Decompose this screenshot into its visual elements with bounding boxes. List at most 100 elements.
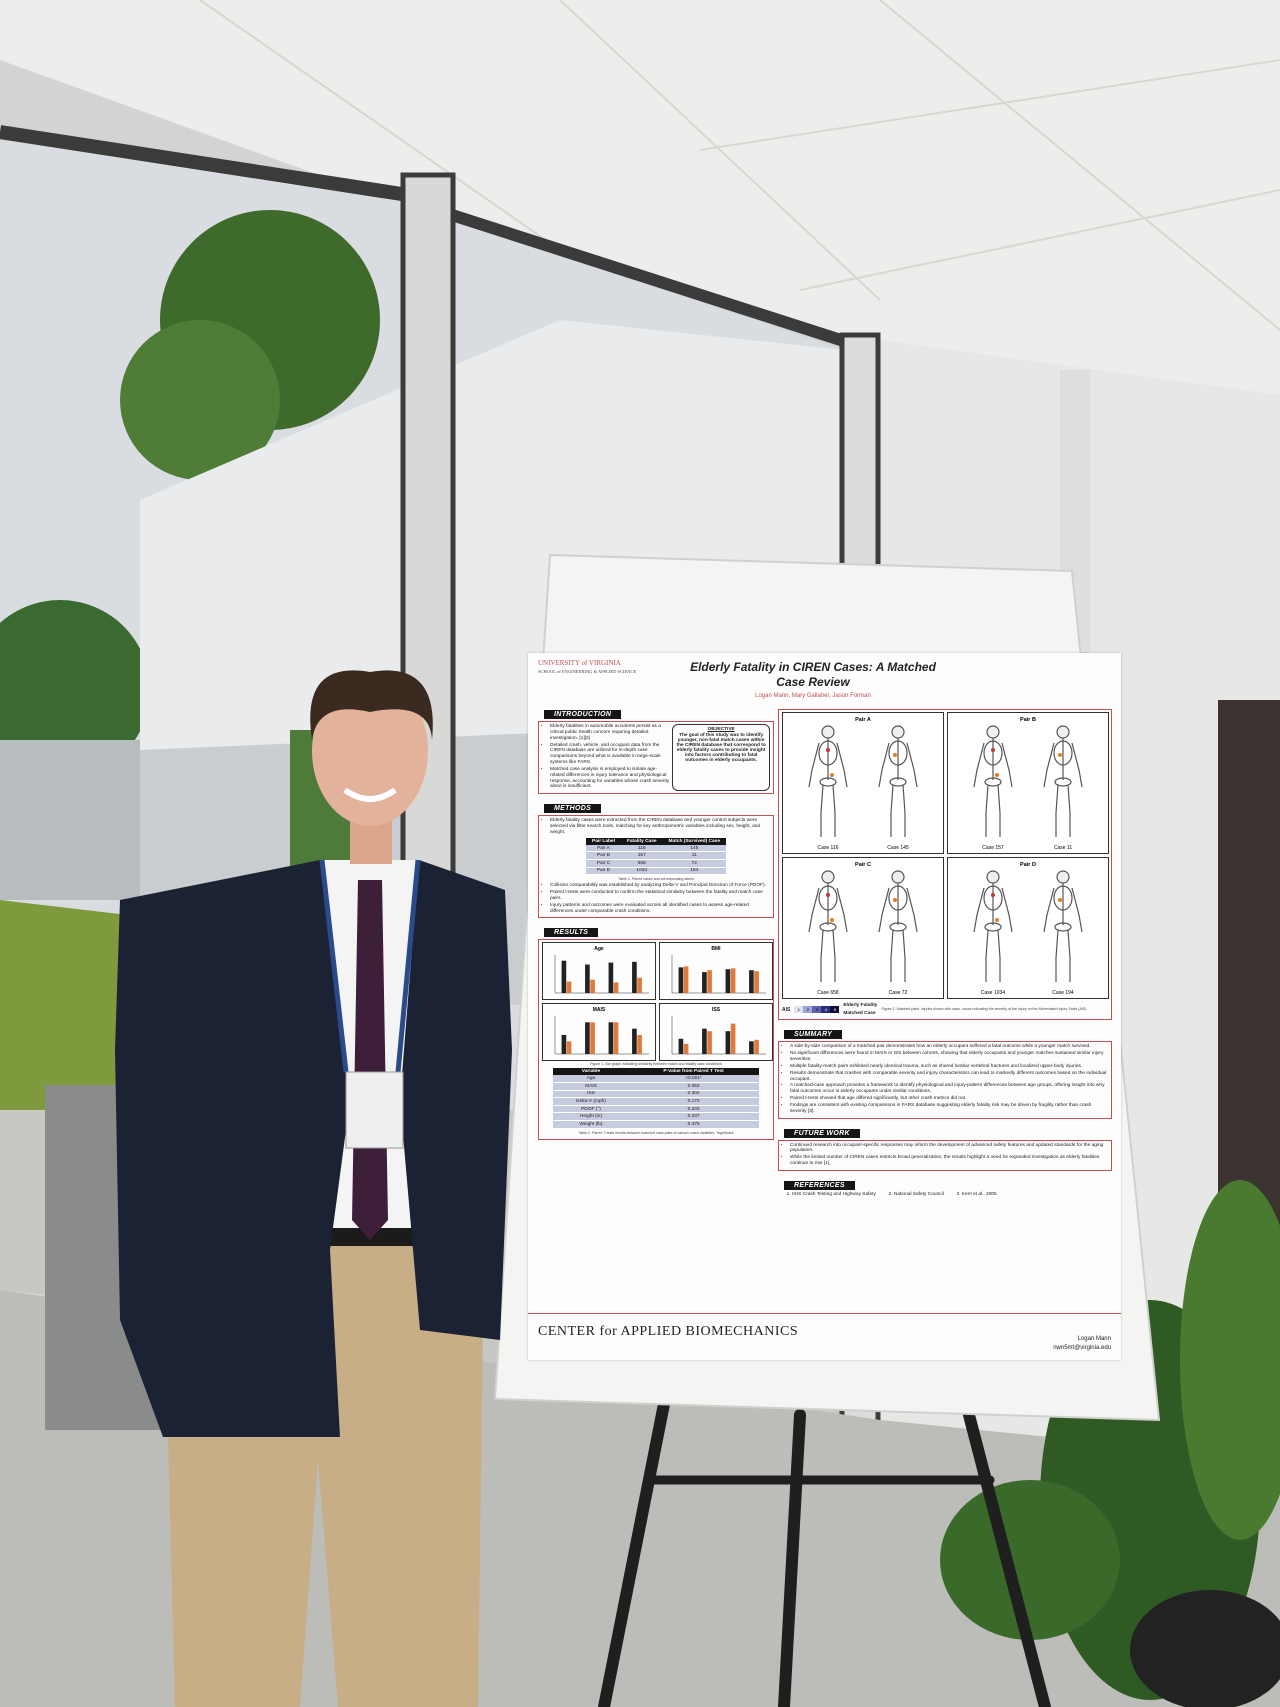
- line-shape: [199, 0, 561, 251]
- poster-title: Elderly Fatality in CIREN Cases: A Match…: [690, 660, 936, 689]
- list-item: Collision comparability was established …: [550, 883, 770, 889]
- legs: [890, 784, 906, 837]
- window-frame: [0, 125, 410, 202]
- pair-label: Pair A: [855, 717, 871, 723]
- ceiling-tiles: [199, 0, 1280, 331]
- table-cell: 0.203: [628, 1105, 759, 1114]
- ttest-table: Variable P-Value from Paired T Test Age <0.…: [553, 1068, 759, 1129]
- list-item: No significant differences were found in…: [790, 1051, 1108, 1063]
- chart-title: BMI: [711, 946, 721, 952]
- legend-entry: Elderly Fatality: [843, 1003, 878, 1008]
- table-cell: Pair C: [586, 859, 621, 868]
- skull: [821, 870, 835, 884]
- skull: [821, 725, 835, 739]
- polygon-shape: [115, 860, 350, 1437]
- list-item: IIHS Crash Testing and Highway Safety: [792, 1192, 876, 1198]
- ais-level: 4: [821, 1006, 831, 1014]
- results: Age BMI MAIS ISS Figure 1. Bar graph indica…: [538, 939, 774, 1140]
- circle-shape: [0, 600, 150, 780]
- pair-panel: Pair D Case 1034 Case 194: [947, 857, 1109, 999]
- bar: [637, 978, 642, 994]
- ais-level: 2: [803, 1006, 813, 1014]
- chart-grid: Age BMI MAIS ISS: [542, 942, 773, 1062]
- bar: [590, 980, 595, 994]
- table-row: Pair A 116 145: [586, 844, 726, 853]
- bar: [632, 962, 637, 994]
- bar: [725, 1031, 731, 1055]
- table-cell: Weight (lb): [553, 1120, 629, 1129]
- header-cell: P-Value from Paired T Test: [628, 1068, 759, 1076]
- skeleton: [1043, 870, 1083, 982]
- bar: [749, 970, 754, 994]
- section-heading: METHODS: [544, 804, 602, 814]
- bar: [749, 1041, 754, 1055]
- skeleton: [808, 725, 848, 837]
- pelvis: [819, 922, 837, 932]
- list-item: Kent et al., 2005: [962, 1192, 997, 1198]
- list-item: Detailed crash, vehicle, and occupant da…: [550, 743, 669, 766]
- line-shape: [559, 0, 881, 301]
- legs: [820, 929, 836, 982]
- pelvis: [889, 777, 907, 787]
- skull: [1056, 725, 1070, 739]
- logo: UNIVERSITY of VIRGINIA SCHOOL of ENGINEE…: [538, 659, 658, 674]
- legs: [1055, 784, 1071, 837]
- case-label: Case 194: [1052, 990, 1074, 996]
- figure-caption: Figure 2. Matched pairs' injuries shown …: [881, 1007, 1087, 1012]
- table-cell: ISS: [553, 1090, 629, 1099]
- list-item: Elderly fatality cases were extracted fr…: [550, 818, 770, 836]
- legs: [985, 929, 1001, 982]
- arms: [808, 742, 848, 788]
- footer-center: CENTER for APPLIED BIOMECHANICS: [538, 1324, 799, 1339]
- bullet-list: A side-by-side comparison of a matched p…: [782, 1044, 1108, 1114]
- case-label: Case 157: [982, 845, 1004, 851]
- bar: [632, 1029, 637, 1055]
- pelvis: [819, 777, 837, 787]
- table-row: ISS 0.302: [553, 1090, 759, 1099]
- section-heading: REFERENCES: [784, 1181, 855, 1190]
- arms: [973, 887, 1013, 933]
- arms: [1043, 887, 1083, 933]
- footer-name: Logan Mann: [1077, 1336, 1111, 1342]
- reference-list: IIHS Crash Testing and Highway Safety Nat…: [778, 1192, 1112, 1199]
- table-cell: PDOF (°): [553, 1105, 629, 1114]
- case-label: Case 11: [1054, 845, 1072, 851]
- table-cell: Delta-V (mph): [553, 1097, 629, 1106]
- table-cell: 0.302: [628, 1090, 759, 1099]
- skeleton: [878, 870, 918, 982]
- window-frame: [450, 209, 852, 349]
- bar: [608, 1022, 614, 1055]
- bar: [754, 1040, 759, 1055]
- left-column: INTRODUCTION Elderly fatalities in autom…: [538, 703, 774, 1311]
- table-row: Weight (lb) 0.476: [553, 1120, 759, 1129]
- summary: A side-by-side comparison of a matched p…: [778, 1041, 1112, 1119]
- right-column: Pair A Case 116 Case 145 Pair B Case 157 Case…: [778, 709, 1112, 1311]
- injury-star: [830, 918, 834, 922]
- bar: [608, 963, 614, 994]
- skull: [986, 725, 1000, 739]
- easel: [598, 1398, 1051, 1707]
- pair-panel: Pair B Case 157 Case 11: [947, 712, 1109, 854]
- table-cell: Pair B: [586, 851, 621, 860]
- bar: [613, 1022, 619, 1055]
- table-row: PDOF (°) 0.203: [553, 1105, 759, 1114]
- legs: [1055, 929, 1071, 982]
- chart-title: ISS: [712, 1007, 721, 1013]
- table-cell: 1034: [620, 867, 663, 876]
- line-shape: [598, 1398, 670, 1707]
- table-header: Variable P-Value from Paired T Test: [553, 1068, 759, 1076]
- pair-table: Pair Label Fatality Case Match (Survived) …: [586, 837, 726, 876]
- line-shape: [778, 1409, 806, 1707]
- bar: [585, 964, 590, 994]
- bar: [585, 1022, 590, 1055]
- legs: [820, 784, 836, 837]
- introduction: Elderly fatalities in automobile acciden…: [538, 721, 774, 795]
- footer-email: nwn5mt@virginia.edu: [1053, 1345, 1111, 1351]
- chart-title: MAIS: [593, 1007, 606, 1013]
- skeleton: [973, 870, 1013, 982]
- skeleton: [878, 725, 918, 837]
- injury-star: [995, 918, 999, 922]
